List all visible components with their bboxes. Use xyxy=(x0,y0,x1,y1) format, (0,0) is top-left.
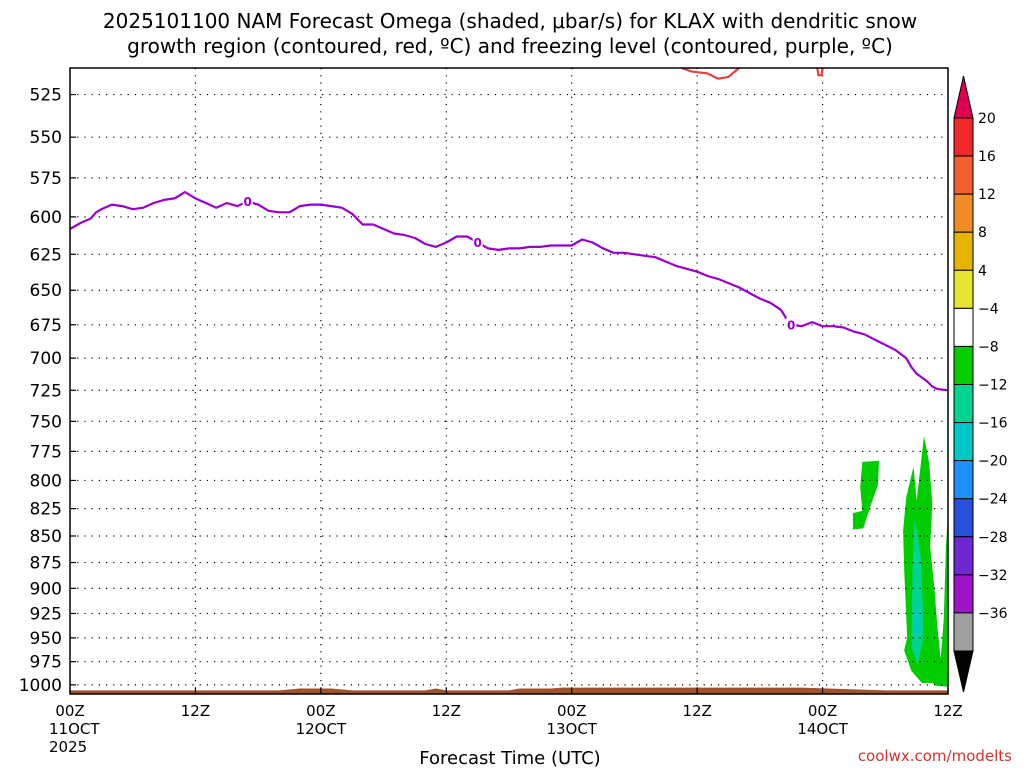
colorbar-box xyxy=(953,460,974,500)
x-tick-label: 2025 xyxy=(49,738,87,756)
freezing-level-line xyxy=(69,191,949,392)
colorbar-label: −16 xyxy=(978,416,1008,432)
y-tick-label: 800 xyxy=(30,471,62,491)
colorbar-label: −36 xyxy=(978,606,1008,622)
colorbar-box xyxy=(953,384,974,424)
terrain-layer xyxy=(70,687,948,694)
y-tick-label: 650 xyxy=(30,281,62,301)
colorbar-label: 20 xyxy=(978,111,996,127)
y-tick-label: 850 xyxy=(30,527,62,547)
contour-label-bg xyxy=(472,235,483,249)
contour-label-bg xyxy=(242,194,253,208)
colorbar-box xyxy=(953,155,974,195)
x-tick-label: 14OCT xyxy=(797,720,848,738)
credit-text: coolwx.com/modelts xyxy=(858,747,1012,765)
dendritic-region-line xyxy=(681,66,740,80)
y-tick-label: 700 xyxy=(30,349,62,369)
colorbar-label: −8 xyxy=(978,339,999,355)
x-tick-label: 00Z xyxy=(808,702,837,720)
y-tick-label: 950 xyxy=(30,629,62,649)
x-tick-label: 12Z xyxy=(682,702,711,720)
colorbar-label: −12 xyxy=(978,378,1008,394)
colorbar-label: 4 xyxy=(978,263,987,279)
x-tick-label: 12Z xyxy=(933,702,962,720)
y-tick-label: 825 xyxy=(30,500,62,520)
y-tick-label: 625 xyxy=(30,245,62,265)
y-tick-label: 875 xyxy=(30,554,62,574)
plot-frame xyxy=(69,67,949,695)
grid-layer xyxy=(70,68,948,694)
y-tick-label: 775 xyxy=(30,442,62,462)
colorbar-box xyxy=(953,422,974,462)
y-tick-label: 575 xyxy=(30,169,62,189)
colorbar-box xyxy=(953,231,974,271)
colorbar-label: 12 xyxy=(978,187,996,203)
x-tick-label: 00Z xyxy=(55,702,84,720)
x-tick-label: 12Z xyxy=(432,702,461,720)
colorbar-label: −4 xyxy=(978,301,999,317)
y-tick-label: 600 xyxy=(30,208,62,228)
x-tick-label: 00Z xyxy=(306,702,335,720)
colorbar-box xyxy=(953,269,974,309)
colorbar-box xyxy=(953,345,974,385)
freezing-level-label: 0 xyxy=(787,318,795,332)
colorbar-box xyxy=(953,117,974,157)
freezing-level-label: 0 xyxy=(473,236,481,250)
colorbar-box xyxy=(953,498,974,538)
y-tick-label: 900 xyxy=(30,579,62,599)
omega-shade-2 xyxy=(911,517,923,665)
omega-shade-1 xyxy=(903,435,948,687)
freezing-level-label: 0 xyxy=(244,195,252,209)
y-tick-label: 1000 xyxy=(19,676,62,696)
colorbar-box xyxy=(953,193,974,233)
omega-colorbar: 20 16 12 8 4 −4 −8 −12 −16 −20 −24 −28 −32 −36 xyxy=(953,75,1008,693)
colorbar-bottom-triangle xyxy=(953,650,974,693)
y-tick-label: 550 xyxy=(30,128,62,148)
y-tick-label: 525 xyxy=(30,86,62,106)
contour-label-bg xyxy=(786,317,797,331)
colorbar-box xyxy=(953,612,974,652)
colorbar-label: −32 xyxy=(978,568,1008,584)
terrain-polygon xyxy=(70,687,948,694)
x-tick-label: 12OCT xyxy=(296,720,347,738)
omega-shading-layer xyxy=(852,435,948,687)
colorbar-top-triangle xyxy=(953,75,974,119)
dendritic-region-line xyxy=(816,67,824,77)
colorbar-label: −20 xyxy=(978,454,1008,470)
chart-title-line-1: 2025101100 NAM Forecast Omega (shaded, μ… xyxy=(103,9,917,33)
y-tick-label: 675 xyxy=(30,316,62,336)
omega-shade-3 xyxy=(914,598,920,643)
contour-layer: 0 0 0 xyxy=(69,66,949,392)
colorbar-box xyxy=(953,574,974,614)
colorbar-label: 8 xyxy=(978,225,987,241)
y-tick-label: 975 xyxy=(30,653,62,673)
x-tick-label: 13OCT xyxy=(546,720,597,738)
x-tick-label: 11OCT xyxy=(49,720,100,738)
y-tick-label: 925 xyxy=(30,604,62,624)
colorbar-box xyxy=(953,307,974,347)
y-tick-label: 750 xyxy=(30,412,62,432)
x-tick-label: 12Z xyxy=(181,702,210,720)
chart-title-line-2: growth region (contoured, red, ºC) and f… xyxy=(127,34,893,58)
y-tick-label: 725 xyxy=(30,381,62,401)
colorbar-box xyxy=(953,536,974,576)
colorbar-label: −24 xyxy=(978,492,1008,508)
x-axis-label: Forecast Time (UTC) xyxy=(419,748,600,768)
x-tick-label: 00Z xyxy=(557,702,586,720)
colorbar-label: −28 xyxy=(978,530,1008,546)
colorbar-label: 16 xyxy=(978,149,996,165)
omega-shade-0 xyxy=(852,460,879,530)
y-axis-ticks: 525 550 575 600 625 650 675 700 725 750 775 800 825 8… xyxy=(19,86,76,696)
